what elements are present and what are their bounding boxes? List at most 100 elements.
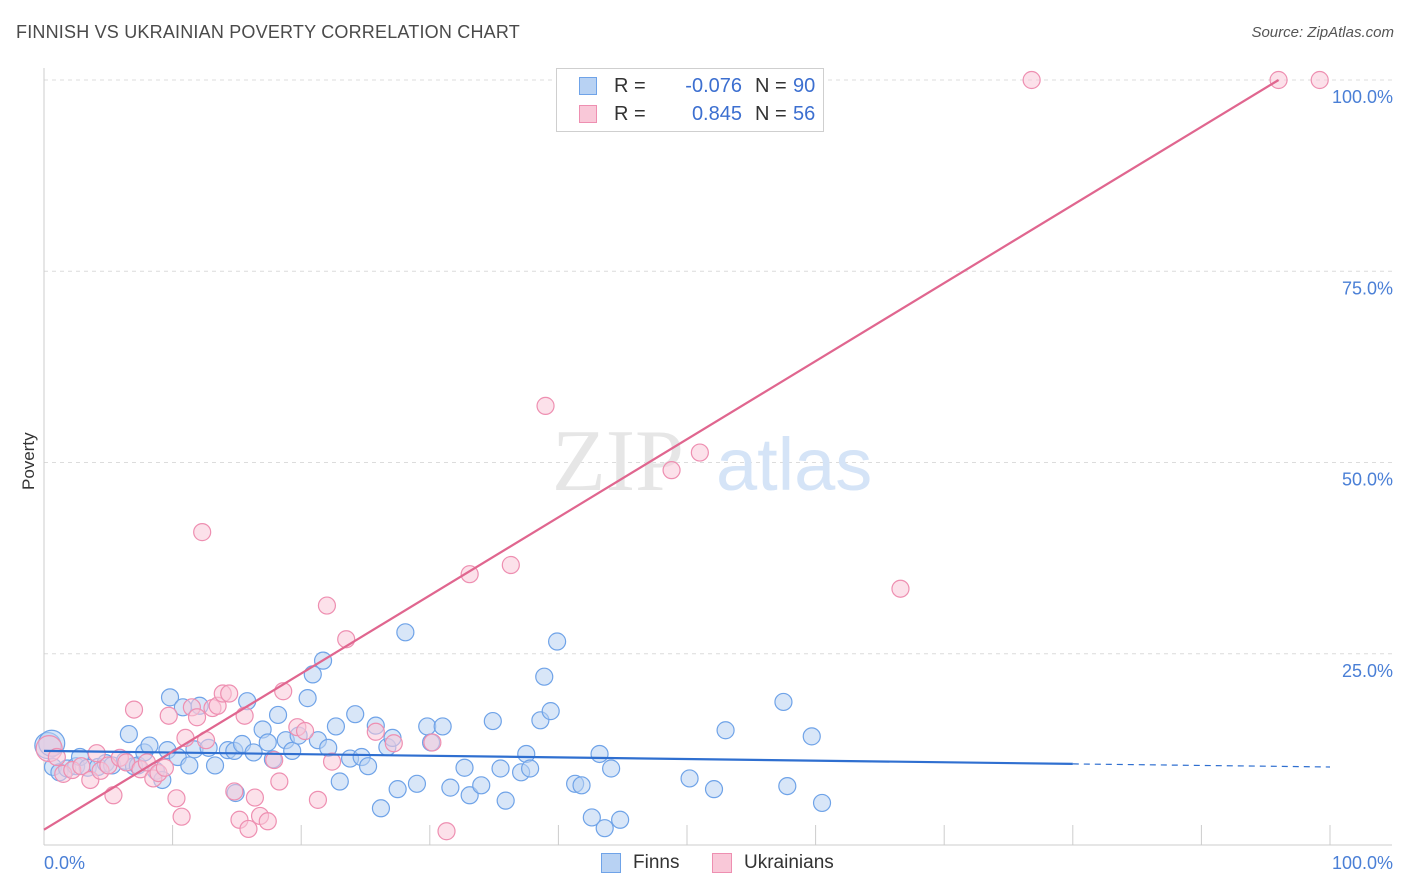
finns-point <box>258 733 277 752</box>
finns-point <box>590 744 609 764</box>
finns-point <box>455 758 474 777</box>
chart-title: FINNISH VS UKRAINIAN POVERTY CORRELATION… <box>16 22 520 42</box>
ukrainians-point <box>317 596 337 615</box>
legend-r-value: -0.076 <box>685 75 742 97</box>
ukrainians-point <box>662 461 681 480</box>
legend-n-value: 56 <box>793 103 816 125</box>
y-tick-label: 100.0% <box>1332 87 1393 107</box>
ukrainians-point <box>167 789 186 808</box>
ukrainians-point <box>295 721 315 741</box>
y-tick-label: 50.0% <box>1342 470 1393 490</box>
ukrainians-trend-line <box>43 79 1280 831</box>
finns-point <box>680 769 699 788</box>
legend-swatch-finns <box>579 77 597 95</box>
finns-point <box>774 692 793 712</box>
x-tick-label: 0.0% <box>44 853 85 873</box>
ukrainians-point <box>155 758 174 777</box>
ukrainians-point <box>47 747 66 767</box>
finns-point <box>433 717 452 736</box>
finns-point <box>595 819 614 838</box>
finns-point <box>716 721 735 740</box>
finns-point <box>268 705 288 725</box>
ukrainians-point <box>384 734 403 753</box>
grid-lines <box>44 79 1392 655</box>
ukrainians-point <box>159 706 178 725</box>
watermark-zip: ZIP <box>552 413 684 510</box>
finns-point <box>521 759 540 778</box>
ukrainians-point <box>891 579 910 598</box>
finns-trend-extension <box>1072 763 1331 768</box>
ukrainians-point <box>193 523 212 542</box>
finns-point <box>496 791 515 810</box>
ukrainians-point <box>690 443 709 462</box>
finns-point <box>283 741 302 761</box>
finns-point <box>441 778 460 797</box>
finns-point <box>778 776 797 796</box>
finns-point <box>802 727 821 746</box>
finns-point <box>371 799 391 818</box>
finns-point <box>483 711 502 731</box>
ukrainians-point <box>437 822 456 841</box>
watermark-atlas: atlas <box>716 423 872 506</box>
finns-point <box>346 705 365 724</box>
legend-box: R = -0.076 N = 90 R = 0.845 N = 56 <box>556 68 824 132</box>
finns-point <box>180 756 199 775</box>
ukrainians-point <box>265 750 284 770</box>
bottom-legend-label-finns: Finns <box>633 852 680 873</box>
finns-point <box>330 772 349 791</box>
finns-point <box>407 774 427 793</box>
finns-trend-line <box>43 749 1073 766</box>
ukrainians-point <box>235 706 254 725</box>
ukrainians-point <box>536 396 555 415</box>
finns-point <box>602 759 621 778</box>
finns-point <box>704 780 724 799</box>
ukrainians-point <box>366 722 385 741</box>
source-label: Source: ZipAtlas.com <box>1251 24 1394 41</box>
finns-point <box>160 688 180 707</box>
legend-n-label: N = <box>755 103 787 125</box>
legend-r-label: R = <box>614 75 646 97</box>
ukrainians-point <box>1310 70 1329 90</box>
finns-point <box>388 780 407 799</box>
finns-point <box>812 793 832 813</box>
finns-point <box>119 724 138 744</box>
finns-point <box>491 759 510 778</box>
ukrainians-point <box>322 752 342 771</box>
ukrainians-point <box>245 788 265 807</box>
ukrainians-point <box>423 733 442 752</box>
finns-point <box>572 776 591 795</box>
ukrainians-point <box>501 555 520 575</box>
trend-lines <box>43 79 1331 831</box>
axes <box>43 68 1392 846</box>
y-axis-label: Poverty <box>19 432 38 490</box>
finns-point <box>396 623 415 642</box>
legend-r-value: 0.845 <box>691 103 742 125</box>
bottom-legend-label-ukrainians: Ukrainians <box>744 852 834 873</box>
legend-n-label: N = <box>755 75 787 97</box>
ukrainians-point <box>258 812 277 831</box>
finns-point <box>535 667 554 686</box>
bottom-legend-swatch-finns <box>601 853 621 873</box>
ukrainians-point <box>172 807 191 826</box>
ukrainians-point <box>187 708 207 727</box>
legend-swatch-ukrainians <box>579 105 597 123</box>
y-tick-label: 25.0% <box>1342 661 1393 681</box>
ukrainians-point <box>225 782 244 801</box>
ukrainians-point <box>270 772 289 791</box>
ukrainians-point <box>87 744 106 763</box>
ukrainians-point <box>124 700 144 719</box>
ukrainians-point <box>308 790 328 809</box>
ukrainians-point <box>72 757 91 776</box>
x-tick-label: 100.0% <box>1332 853 1393 873</box>
finns-point <box>358 757 378 776</box>
finns-point <box>326 717 346 736</box>
ukrainians-point <box>239 819 258 839</box>
ukrainians-point <box>220 684 239 703</box>
finns-point <box>460 786 479 805</box>
ukrainians-point <box>104 786 123 805</box>
finns-point <box>548 632 567 651</box>
finns-point <box>582 808 601 827</box>
legend-n-value: 90 <box>793 75 816 97</box>
ukrainians-point <box>460 565 479 584</box>
